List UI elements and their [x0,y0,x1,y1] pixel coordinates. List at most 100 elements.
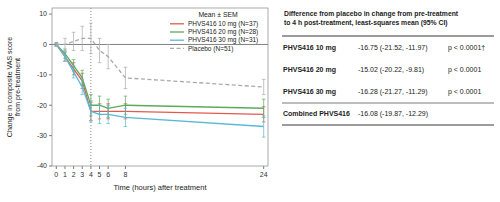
x-tick [56,166,57,169]
error-cap [262,137,266,138]
x-tick [263,166,264,169]
legend-swatch [170,48,184,49]
error-cap [80,70,84,71]
error-cap [55,45,59,46]
legend-swatch [170,40,184,41]
x-tick-label: 2 [72,171,76,178]
error-cap [80,94,84,95]
error-cap [106,99,110,100]
error-cap [72,65,76,66]
error-cap [63,50,67,51]
error-bar [98,38,102,62]
y-tick [49,105,52,106]
x-axis-label: Time (hours) after treatment [113,183,207,192]
error-cap [63,52,67,53]
x-tick-label: 5 [98,171,102,178]
error-cap [80,50,84,51]
error-cap [98,38,102,39]
y-tick-label: -40 [37,162,47,169]
y-tick-label: -30 [37,132,47,139]
error-cap [262,79,266,80]
table-cell: -16.75 (-21.52, -11.97) [358,44,428,52]
error-cap [89,23,93,24]
x-tick [64,166,65,169]
y-tick-label: -20 [37,102,47,109]
error-stem [99,38,100,62]
table-cell: -16.28 (-21.27, -11.29) [358,88,428,96]
error-cap [63,61,67,62]
legend-label: PHVS416 10 mg (N=37) [188,20,258,28]
x-tick [82,166,83,169]
error-cap [124,67,128,68]
legend-label: Placebo (N=51) [188,45,233,53]
error-cap [55,45,59,46]
x-tick [90,166,91,169]
error-cap [63,61,67,62]
series-line [56,44,263,108]
error-cap [55,45,59,46]
error-cap [262,94,266,95]
legend-item: PHVS416 10 mg (N=37) [170,20,258,28]
table-cell: PHVS416 30 mg [283,88,336,96]
y-tick-label: 0 [43,41,47,48]
error-cap [98,96,102,97]
error-cap [72,50,76,51]
error-cap [63,52,67,53]
x-tick [99,166,100,169]
y-tick [49,166,52,167]
error-cap [55,45,59,46]
legend-label: PHVS416 30 mg (N=31) [188,36,258,44]
error-cap [80,79,84,80]
error-cap [124,96,128,97]
x-tick [125,166,126,169]
table-rule [282,36,494,37]
series-line [56,44,263,114]
error-cap [106,44,110,45]
y-tick-label: 10 [39,10,47,17]
x-tick-label: 8 [123,171,127,178]
error-cap [124,88,128,89]
table-cell: p < 0.0001† [448,44,485,52]
x-tick-label: 6 [106,171,110,178]
y-tick [49,135,52,136]
series [55,43,266,137]
y-tick [49,44,52,45]
legend-swatch [170,31,184,32]
error-cap [98,105,102,106]
y-axis-label: Change in composite VAS scorefrom pre-tr… [6,37,22,137]
legend-item: Placebo (N=51) [170,45,233,53]
y-tick [49,74,52,75]
table: Difference from placebo in change from p… [282,10,494,125]
plot-background [52,8,268,166]
zero-line [52,44,268,45]
table-cell: PHVS416 10 mg [283,44,336,52]
error-cap [106,105,110,106]
error-cap [55,42,59,43]
table-cell: -16.08 (-19.87, -12.29) [358,110,428,118]
error-cap [55,42,59,43]
table-cell: -15.02 (-20.22, -9.81) [358,66,424,74]
table-cell: p < 0.0001 [448,88,481,96]
legend-label: PHVS416 20 mg (N=28) [188,28,258,36]
error-cap [80,26,84,27]
error-cap [63,38,67,39]
legend-item: PHVS416 30 mg (N=31) [170,36,258,44]
error-cap [72,32,76,33]
error-cap [98,123,102,124]
error-cap [106,68,110,69]
error-cap [89,94,93,95]
x-tick-label: 3 [80,171,84,178]
table-title: Difference from placebo in change from p… [284,10,459,27]
error-cap [124,108,128,109]
x-tick-label: 0 [54,171,58,178]
error-bar [262,79,266,94]
x-axis: 0123456824 [54,166,267,178]
x-tick [73,166,74,169]
error-cap [262,115,266,116]
error-stem [73,32,74,50]
y-tick [49,14,52,15]
table-rule [282,125,494,126]
error-cap [106,123,110,124]
plot-data [52,8,268,166]
error-cap [55,42,59,43]
